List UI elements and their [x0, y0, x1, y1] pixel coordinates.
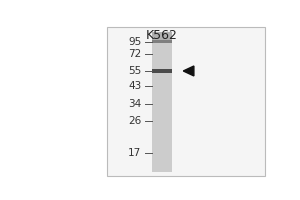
Polygon shape: [183, 66, 194, 76]
Bar: [152, 40, 172, 43]
Text: 55: 55: [128, 66, 142, 76]
Text: 34: 34: [128, 99, 142, 109]
Text: 72: 72: [128, 49, 142, 59]
Text: 26: 26: [128, 116, 142, 126]
Bar: [152, 69, 172, 73]
Text: K562: K562: [146, 29, 178, 42]
Bar: [152, 32, 172, 172]
Text: 95: 95: [128, 37, 142, 47]
Bar: [107, 27, 266, 176]
Bar: [152, 32, 172, 40]
Text: 43: 43: [128, 81, 142, 91]
Text: 17: 17: [128, 148, 142, 158]
